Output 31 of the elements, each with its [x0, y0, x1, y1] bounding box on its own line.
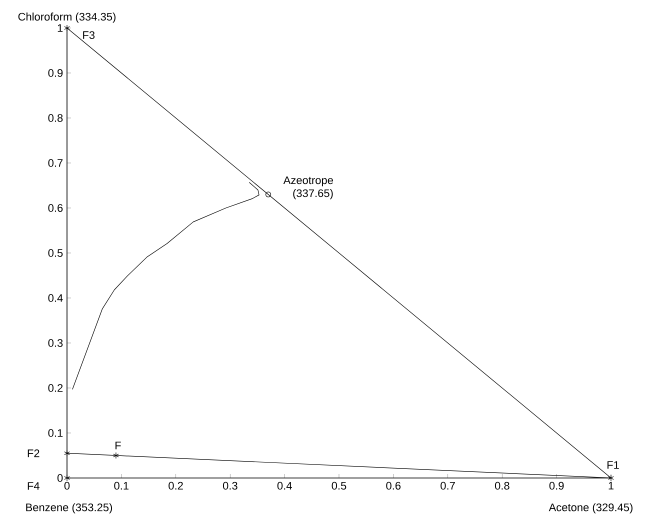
y-tick-label: 0.1 [48, 429, 63, 437]
y-tick-label: 0.9 [48, 69, 63, 77]
x-tick-label: 0.2 [168, 482, 183, 490]
annotation: Chloroform (334.35) [18, 12, 116, 23]
y-tick-label: 0.4 [48, 294, 63, 302]
x-tick-label: 0.8 [494, 482, 510, 490]
annotation: Acetone (329.45) [548, 503, 632, 514]
y-tick-label: 0.7 [48, 159, 63, 167]
x-tick-label: 0.4 [277, 482, 292, 490]
y-tick-label: 0.5 [48, 249, 63, 257]
annotation: Benzene (353.25) [26, 503, 112, 514]
annotation: F3 [83, 31, 95, 39]
y-tick-label: 0.8 [48, 114, 63, 122]
annotation: F4 [28, 482, 40, 490]
annotation: F2 [28, 449, 40, 458]
x-tick-label: 0.9 [549, 482, 564, 490]
x-tick-label: 0.6 [386, 482, 401, 490]
x-tick-label: 0.5 [332, 482, 346, 490]
annotation: Azeotrope (337.65) [283, 176, 333, 200]
annotation: F1 [607, 461, 619, 469]
x-tick-label: 0.7 [440, 482, 455, 490]
y-tick-label: 0 [57, 474, 63, 482]
x-tick-label: 1 [608, 482, 614, 490]
y-tick-label: 0.6 [48, 204, 63, 212]
x-tick-label: 0.3 [222, 482, 238, 490]
y-tick-label: 1 [58, 24, 63, 32]
annotation: F [116, 442, 121, 450]
y-tick-label: 0.3 [48, 339, 63, 347]
y-tick-label: 0.2 [48, 384, 63, 392]
x-tick-label: 0 [64, 482, 70, 490]
x-tick-label: 0.1 [114, 482, 129, 490]
